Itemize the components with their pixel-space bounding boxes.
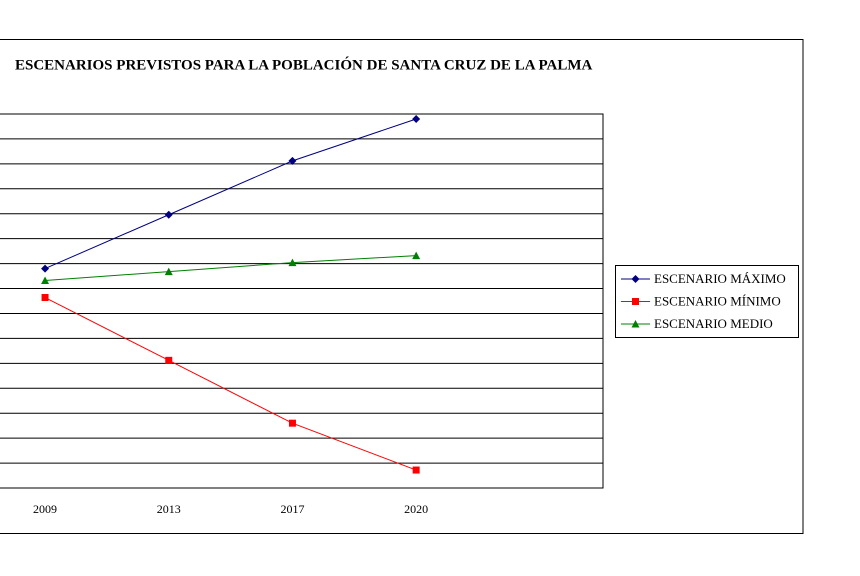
point-marker — [41, 276, 50, 285]
legend-label: ESCENARIO MÍNIMO — [654, 293, 781, 308]
series-line — [45, 255, 417, 282]
series-line — [44, 297, 417, 471]
point-marker — [288, 156, 297, 165]
point-marker — [164, 267, 173, 276]
point-marker — [288, 258, 297, 267]
x-tick-label: 2009 — [33, 502, 57, 516]
x-tick-label: 2020 — [404, 502, 428, 516]
point-marker — [41, 294, 49, 302]
legend-marker — [632, 298, 639, 305]
series-line — [44, 118, 417, 270]
x-tick-label: 2013 — [157, 502, 181, 516]
point-marker — [164, 210, 173, 219]
legend-label: ESCENARIO MÁXIMO — [654, 271, 786, 286]
point-marker — [412, 251, 421, 260]
point-marker — [41, 264, 50, 273]
point-marker — [412, 466, 420, 474]
x-tick-label: 2017 — [280, 502, 304, 516]
legend-marker — [631, 275, 640, 283]
point-marker — [288, 419, 296, 427]
legend-marker — [631, 320, 640, 328]
chart-title: ESCENARIOS PREVISTOS PARA LA POBLACIÓN D… — [15, 56, 592, 73]
legend-label: ESCENARIO MEDIO — [654, 316, 773, 331]
point-marker — [165, 356, 173, 364]
point-marker — [412, 114, 421, 123]
